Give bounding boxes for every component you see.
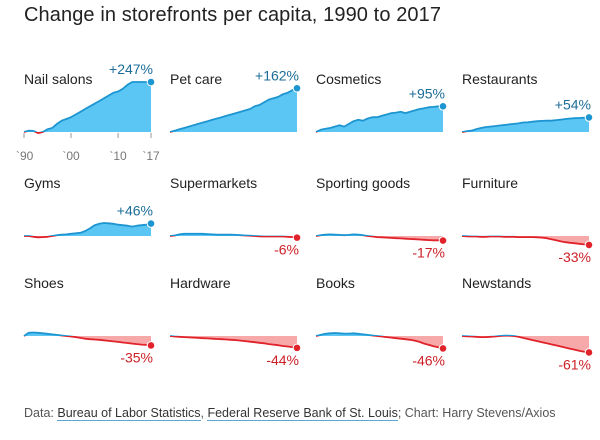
gyms-area-below [24, 236, 151, 238]
nail-salons-value-label: +247% [109, 61, 153, 77]
furniture-value-label: -33% [558, 249, 591, 265]
books-value-label: -46% [412, 352, 445, 368]
x-tick-label: `10 [109, 149, 127, 163]
panel-furniture: Furniture -33% [461, 175, 594, 265]
shoes-line-above [23, 331, 75, 336]
gyms-area-above [24, 223, 151, 236]
hardware-area-below [170, 336, 297, 348]
restaurants-value-label: +54% [555, 96, 591, 112]
gyms-value-label: +46% [117, 203, 153, 219]
source-prefix: Data: [24, 406, 58, 420]
pet-care-value-label: +162% [255, 67, 299, 83]
shoes-line-below [24, 336, 152, 347]
x-tick-label: `90 [16, 149, 34, 163]
restaurants-end-point [584, 113, 594, 122]
cosmetics-value-label: +95% [409, 85, 445, 101]
chart-title: Change in storefronts per capita, 1990 t… [24, 4, 442, 26]
books-line-above [315, 332, 386, 336]
panel-restaurants: Restaurants +54% [461, 71, 594, 133]
sporting-goods-line-above [315, 233, 376, 236]
gyms-line-below [24, 236, 58, 239]
gyms-end-point [146, 219, 156, 228]
panel-cosmetics: Cosmetics +95% [315, 71, 448, 133]
supermarkets-line-below [170, 236, 298, 239]
source-note: Data: Bureau of Labor Statistics, Federa… [24, 406, 556, 421]
source-link-fred[interactable]: Federal Reserve Bank of St. Louis [207, 406, 398, 421]
pet-care-end-point [292, 83, 302, 93]
panel-gyms: Gyms +46% [24, 175, 156, 239]
nail-salons-label: Nail salons [24, 71, 92, 87]
newstands-line-below [461, 336, 590, 354]
cosmetics-label: Cosmetics [316, 71, 381, 87]
x-tick-label: `00 [62, 149, 80, 163]
newstands-value-label: -61% [558, 356, 591, 372]
nail-salons-line-above [23, 81, 151, 132]
books-end-point [438, 344, 448, 353]
panel-pet-care: Pet care +162% [169, 67, 302, 133]
hardware-end-point [292, 343, 302, 353]
sporting-goods-line-below [316, 236, 444, 242]
panel-books: Books -46% [315, 275, 448, 368]
x-tick-label: `17 [142, 149, 160, 163]
cosmetics-end-point [438, 102, 448, 111]
panel-hardware: Hardware -44% [169, 275, 302, 368]
source-link-bls[interactable]: Bureau of Labor Statistics [57, 406, 201, 421]
supermarkets-line-above [169, 232, 290, 236]
shoes-label: Shoes [24, 275, 64, 291]
supermarkets-end-point [292, 233, 302, 242]
sporting-goods-value-label: -17% [412, 245, 445, 261]
restaurants-line-above [461, 116, 590, 132]
restaurants-label: Restaurants [462, 71, 537, 87]
supermarkets-label: Supermarkets [170, 175, 257, 191]
source-suffix: ; Chart: Harry Stevens/Axios [397, 406, 556, 420]
panel-shoes: Shoes -35% [23, 275, 156, 365]
books-label: Books [316, 275, 355, 291]
panel-nail-salons: Nail salons +247% `90 `00 `10 `17 [16, 61, 160, 163]
supermarkets-value-label: -6% [274, 242, 299, 258]
sporting-goods-area-below [316, 236, 443, 241]
sporting-goods-end-point [438, 236, 448, 245]
shoes-value-label: -35% [120, 349, 153, 365]
restaurants-area-above [462, 117, 589, 132]
nail-salons-area-above [24, 82, 151, 132]
nail-salons-end-point [146, 77, 156, 87]
cosmetics-area-above [316, 106, 443, 132]
panel-sporting-goods: Sporting goods -17% [315, 175, 448, 261]
panel-supermarkets: Supermarkets -6% [169, 175, 302, 258]
sporting-goods-label: Sporting goods [316, 175, 410, 191]
furniture-end-point [584, 240, 594, 250]
panel-newstands: Newstands -61% [461, 275, 594, 372]
cosmetics-line-above [315, 105, 443, 132]
furniture-area-below [462, 236, 589, 245]
shoes-area-below [24, 336, 151, 346]
furniture-line-below [461, 236, 590, 246]
gyms-label: Gyms [24, 175, 61, 191]
newstands-end-point [584, 348, 594, 357]
shoes-end-point [146, 341, 156, 350]
pet-care-area-above [170, 88, 297, 132]
gyms-line-above [24, 222, 152, 236]
newstands-label: Newstands [462, 275, 531, 291]
hardware-label: Hardware [170, 275, 231, 291]
hardware-value-label: -44% [266, 352, 299, 368]
source-separator: , [200, 406, 208, 420]
pet-care-label: Pet care [170, 71, 222, 87]
furniture-label: Furniture [462, 175, 518, 191]
newstands-area-below [462, 336, 589, 353]
books-line-below [316, 336, 444, 350]
hardware-line-below [169, 336, 298, 349]
pet-care-line-above [169, 87, 298, 132]
